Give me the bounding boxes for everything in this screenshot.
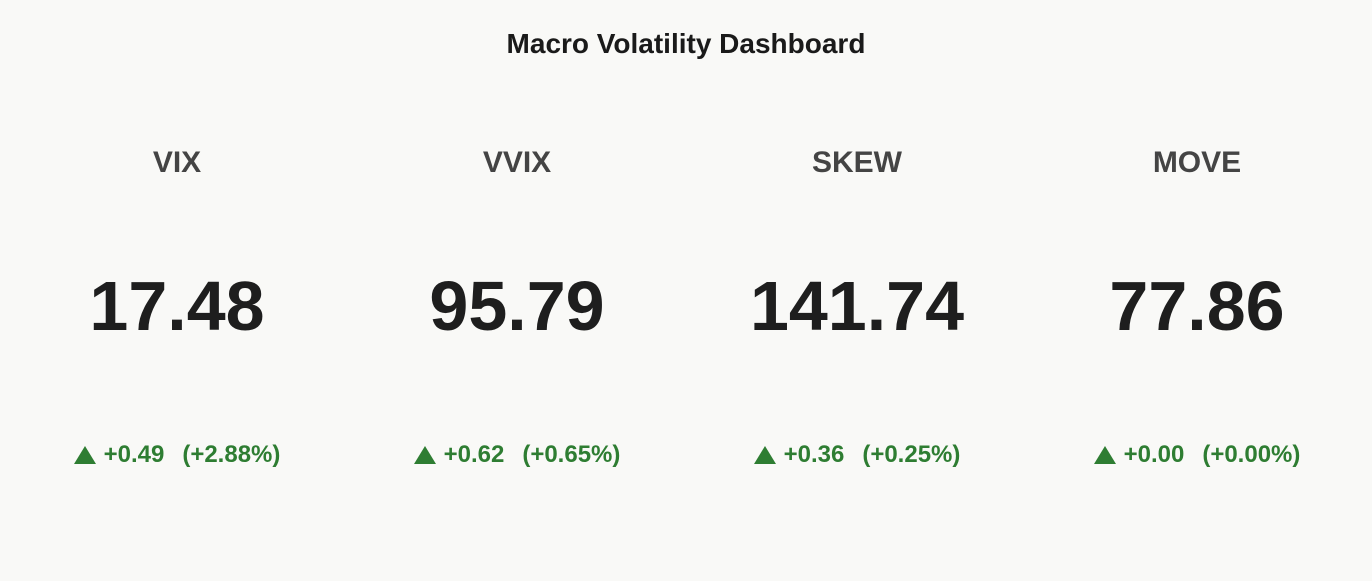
delta-row: +0.36 (+0.25%) (687, 441, 1027, 469)
delta-row: +0.49 (+2.88%) (7, 441, 347, 469)
delta-row: +0.62 (+0.65%) (347, 441, 687, 469)
delta-arrow (73, 446, 96, 464)
indicator: SKEW 141.74 +0.36 (+0.25%) (687, 0, 1027, 581)
indicator-name: VVIX (482, 146, 552, 179)
delta-pct: (+0.65%) (522, 441, 621, 468)
delta-arrow (1093, 446, 1116, 464)
delta-arrow (753, 446, 776, 464)
delta-abs: +0.62 (443, 441, 505, 468)
delta-arrow-shape (73, 446, 96, 464)
delta-arrow-shape (1093, 446, 1116, 464)
delta-arrow (413, 446, 436, 464)
indicator-name: SKEW (812, 146, 902, 179)
delta-arrow-shape (753, 446, 776, 464)
indicator: VIX 17.48 +0.49 (+2.88%) (7, 0, 347, 581)
delta-abs: +0.36 (783, 441, 845, 468)
delta-abs: +0.00 (1123, 441, 1185, 468)
indicator: VVIX 95.79 +0.62 (+0.65%) (347, 0, 687, 581)
indicator-value: 141.74 (749, 267, 965, 345)
delta-arrow-shape (413, 446, 436, 464)
delta-pct: (+2.88%) (182, 441, 281, 468)
delta-pct: (+0.25%) (862, 441, 961, 468)
indicator-name: MOVE (1152, 146, 1242, 179)
delta-pct: (+0.00%) (1202, 441, 1301, 468)
dashboard-title: Macro Volatility Dashboard (506, 28, 866, 59)
delta-row: +0.00 (+0.00%) (1027, 441, 1367, 469)
indicator: MOVE 77.86 +0.00 (+0.00%) (1027, 0, 1367, 581)
indicator-value: 17.48 (89, 267, 265, 345)
indicator-value: 77.86 (1109, 267, 1285, 345)
indicator-value: 95.79 (429, 267, 605, 345)
delta-abs: +0.49 (103, 441, 165, 468)
indicator-name: VIX (152, 146, 202, 179)
